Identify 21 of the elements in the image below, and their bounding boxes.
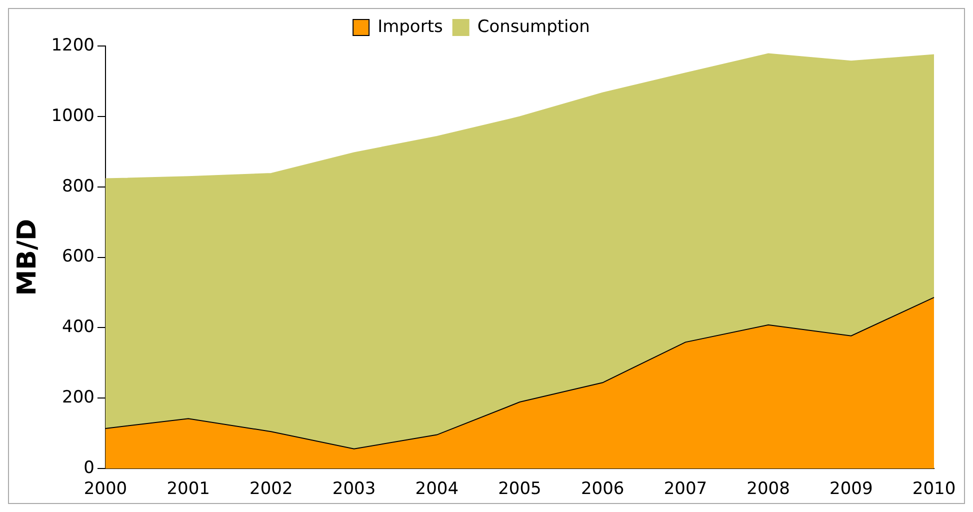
x-tick-label: 2000 xyxy=(84,479,128,500)
y-tick-label: 600 xyxy=(62,246,94,267)
x-tick-label: 2008 xyxy=(746,479,790,500)
y-tick-label: 0 xyxy=(84,458,94,478)
x-tick-label: 2003 xyxy=(332,479,376,500)
x-tick-label: 2002 xyxy=(250,479,293,500)
y-tick-label: 400 xyxy=(62,317,94,338)
x-tick-label: 2009 xyxy=(830,479,873,500)
x-tick-label: 2010 xyxy=(912,479,956,500)
y-axis-title: MB/D xyxy=(12,218,42,296)
x-tick-label: 2006 xyxy=(580,479,624,500)
x-tick-label: 2004 xyxy=(415,479,459,500)
x-tick-label: 2005 xyxy=(498,479,542,500)
legend-label: Imports xyxy=(378,16,443,37)
y-tick-label: 1200 xyxy=(51,35,94,56)
y-tick-label: 200 xyxy=(62,388,94,408)
y-tick-label: 1000 xyxy=(51,106,94,126)
x-tick-label: 2001 xyxy=(166,479,210,500)
legend-label: Consumption xyxy=(477,16,590,37)
x-tick-label: 2007 xyxy=(664,479,708,500)
y-tick-label: 800 xyxy=(62,176,94,196)
